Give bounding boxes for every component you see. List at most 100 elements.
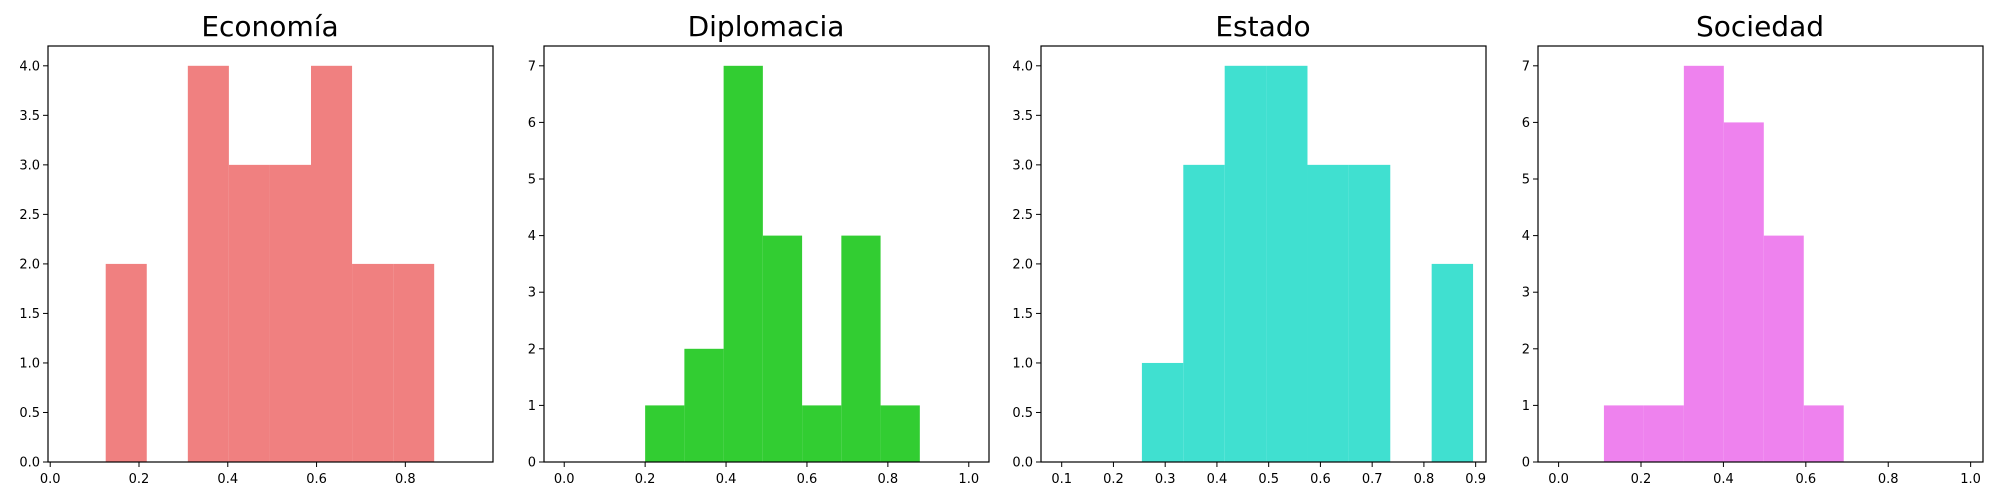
x-tick-label: 0.8: [395, 472, 416, 487]
plot-frame: [1040, 45, 1487, 463]
x-tick-label: 0.0: [554, 472, 575, 487]
y-tick-label: 2.5: [1012, 208, 1033, 223]
x-tick-label: 0.8: [878, 472, 899, 487]
x-tick-label: 0.6: [1795, 472, 1816, 487]
plot-frame: [543, 45, 990, 463]
y-tick-label: 3.0: [1012, 158, 1033, 173]
panel-sociedad: Sociedad 0.0 0.2 0.4 0.6 0.8 1.0 0 1 2 3 4 5 6 7: [1522, 10, 1984, 487]
histogram-bar: [1307, 164, 1349, 462]
y-tick-label: 3: [528, 286, 536, 301]
y-tick-label: 1.0: [19, 356, 40, 371]
y-tick-label: 5: [1522, 173, 1530, 188]
y-tick-label: 4: [1522, 229, 1530, 244]
y-tick-label: 1.5: [19, 307, 40, 322]
histogram-bar: [352, 263, 394, 462]
histogram-bar: [1266, 65, 1308, 463]
histogram-bar: [1224, 65, 1267, 463]
x-tick-label: 0.6: [797, 472, 818, 487]
y-tick-label: 2: [528, 342, 536, 357]
histogram-bar: [880, 405, 920, 462]
y-tick-label: 0.0: [19, 456, 40, 471]
histogram-bar: [762, 235, 803, 462]
x-tick-label: 0.4: [217, 472, 238, 487]
histogram-bar: [105, 263, 147, 462]
y-tick-label: 0: [528, 456, 536, 471]
histogram-bar: [1141, 362, 1184, 462]
y-tick-label: 7: [528, 59, 536, 74]
x-tick-label: 0.8: [1414, 472, 1435, 487]
y-tick-label: 0.0: [1012, 456, 1033, 471]
y-tick-label: 7: [1522, 59, 1530, 74]
y-tick-label: 0: [1522, 456, 1530, 471]
x-tick-label: 1.0: [1960, 472, 1981, 487]
x-tick-label: 0.1: [1051, 472, 1072, 487]
histogram-bar: [723, 65, 763, 463]
histogram-bar: [645, 405, 685, 462]
panel-title: Sociedad: [1696, 10, 1824, 43]
x-tick-label: 0.6: [306, 472, 327, 487]
y-tick-label: 3.0: [19, 158, 40, 173]
histogram-bar: [1348, 164, 1391, 462]
panel-economia: Economía 0.0 0.2 0.4 0.6 0.8 0.0 0.5 1.0 1.5 2.0 2…: [19, 10, 494, 487]
y-tick-label: 5: [528, 173, 536, 188]
x-tick-label: 0.4: [1207, 472, 1228, 487]
histogram-bar: [393, 263, 435, 462]
x-tick-label: 0.2: [1631, 472, 1652, 487]
x-tick-label: 0.4: [716, 472, 737, 487]
y-tick-label: 3.5: [19, 109, 40, 124]
plot-frame: [47, 45, 494, 463]
histogram-bar: [802, 405, 842, 462]
y-tick-label: 0.5: [19, 406, 40, 421]
histogram-bar: [1183, 164, 1225, 462]
y-tick-label: 2.0: [1012, 257, 1033, 272]
y-tick-label: 4: [528, 229, 536, 244]
histogram-bar: [1723, 122, 1764, 462]
x-tick-label: 0.5: [1258, 472, 1279, 487]
x-tick-label: 0.7: [1362, 472, 1383, 487]
y-tick-label: 4.0: [19, 59, 40, 74]
x-tick-label: 0.2: [635, 472, 656, 487]
x-tick-label: 0.2: [129, 472, 150, 487]
histogram-bar: [841, 235, 881, 462]
panel-title: Estado: [1215, 10, 1310, 43]
x-tick-label: 0.0: [40, 472, 61, 487]
histogram-bar: [311, 65, 353, 463]
histogram-bar: [1603, 405, 1644, 462]
panel-title: Economía: [201, 10, 338, 43]
x-tick-label: 0.2: [1103, 472, 1124, 487]
y-tick-label: 3.5: [1012, 109, 1033, 124]
panel-title: Diplomacia: [688, 10, 845, 43]
histogram-bar: [1803, 405, 1844, 462]
x-tick-label: 0.4: [1713, 472, 1734, 487]
x-tick-label: 0.6: [1310, 472, 1331, 487]
y-tick-label: 2.5: [19, 208, 40, 223]
histogram-bar: [269, 164, 312, 462]
histogram-bar: [684, 348, 724, 462]
x-tick-label: 0.3: [1155, 472, 1176, 487]
histogram-bar: [1763, 235, 1804, 462]
histogram-bar: [1643, 405, 1684, 462]
y-tick-label: 6: [1522, 116, 1530, 131]
y-tick-label: 3: [1522, 286, 1530, 301]
panel-estado: Estado 0.1 0.2 0.3 0.4 0.5 0.6 0.7 0.8 0.9 0.0 0.5…: [1012, 10, 1487, 487]
y-tick-label: 1.5: [1012, 307, 1033, 322]
y-tick-label: 2: [1522, 342, 1530, 357]
x-tick-label: 0.8: [1878, 472, 1899, 487]
y-tick-label: 1.0: [1012, 356, 1033, 371]
y-tick-label: 1: [1522, 399, 1530, 414]
plot-frame: [1537, 45, 1984, 463]
y-tick-label: 2.0: [19, 257, 40, 272]
histogram-bar: [1683, 65, 1724, 463]
y-tick-label: 0.5: [1012, 406, 1033, 421]
y-tick-label: 4.0: [1012, 59, 1033, 74]
panel-diplomacia: Diplomacia 0.0 0.2 0.4 0.6 0.8 1.0 0 1 2 3 4 5 6 7: [528, 10, 990, 487]
y-tick-label: 1: [528, 399, 536, 414]
x-tick-label: 0.0: [1548, 472, 1569, 487]
histogram-bar: [1431, 263, 1474, 462]
histogram-bar: [228, 164, 270, 462]
x-tick-label: 1.0: [958, 472, 979, 487]
x-tick-label: 0.9: [1465, 472, 1486, 487]
y-tick-label: 6: [528, 116, 536, 131]
histogram-bar: [187, 65, 229, 463]
